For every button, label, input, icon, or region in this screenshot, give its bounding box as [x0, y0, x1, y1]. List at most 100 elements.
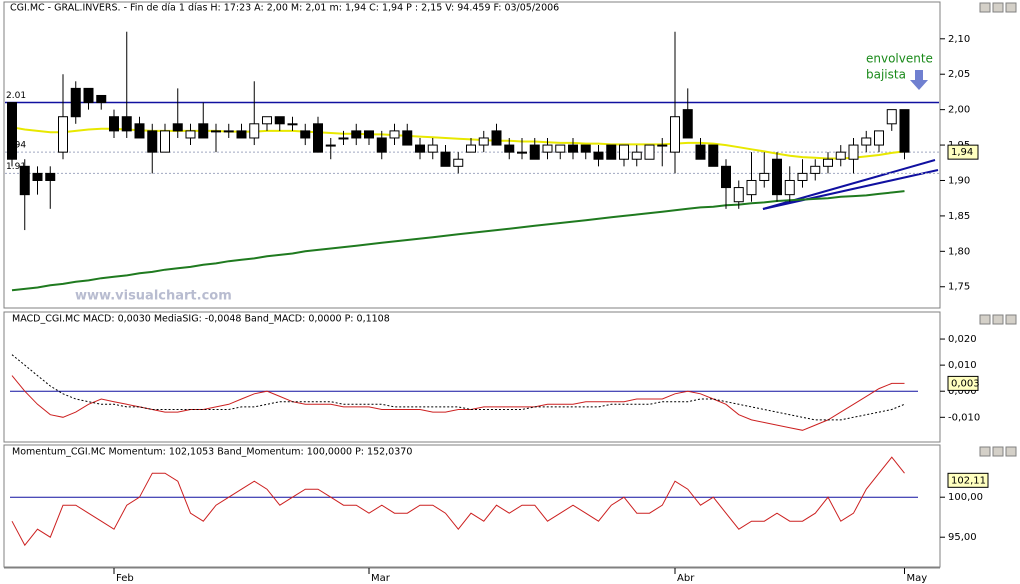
candle-body — [593, 151, 604, 160]
candle-body — [96, 94, 107, 104]
macd-panel — [3, 311, 941, 443]
last-value-box — [947, 144, 979, 160]
trend-line — [762, 169, 939, 210]
candle-body — [147, 130, 158, 153]
y-tick-label: 1,75 — [948, 282, 970, 293]
candle-body — [262, 116, 272, 125]
candle-body — [504, 144, 515, 153]
y-tick-label: 2,00 — [948, 105, 970, 116]
candle-body — [708, 144, 719, 167]
candle-body — [491, 130, 502, 146]
candle-body — [899, 109, 910, 153]
candle-body — [274, 116, 285, 125]
annotation: bajista — [866, 68, 906, 82]
candle-body — [568, 144, 578, 153]
candle-body — [415, 144, 425, 153]
candle-body — [211, 130, 221, 133]
x-tick-label: Feb — [116, 573, 134, 584]
y-tick-label: 0,010 — [948, 360, 977, 371]
y-tick-label: 1,90 — [948, 175, 970, 186]
candle-body — [249, 123, 260, 139]
y-tick-label: 2,05 — [948, 69, 970, 80]
candle-body — [606, 144, 617, 160]
candle-body — [351, 130, 362, 139]
candle-body — [389, 130, 400, 139]
candle-body — [45, 172, 56, 181]
y-tick-label: 100,00 — [948, 492, 983, 503]
candle-body — [325, 144, 336, 147]
candle-body — [580, 144, 591, 153]
y-tick-label: 2,10 — [948, 34, 970, 45]
arrow-icon — [910, 70, 928, 90]
watermark: www.visualchart.com — [75, 289, 232, 304]
y-tick-label: 0,000 — [948, 386, 977, 397]
candle-body — [313, 123, 323, 153]
candle-body — [733, 187, 744, 203]
y-tick-label: 0,020 — [948, 334, 977, 345]
last-value-box — [947, 472, 989, 488]
candle-body — [886, 109, 897, 125]
candle-body — [619, 144, 629, 160]
indicator-line — [11, 456, 905, 547]
candle-body — [32, 172, 43, 181]
candle-body — [83, 87, 94, 104]
candle-body — [236, 130, 247, 139]
candle-body — [542, 144, 553, 153]
candle-body — [721, 165, 731, 189]
last-value-label: 1,94 — [951, 147, 973, 158]
last-value-label: 0,003 — [951, 378, 980, 389]
candle-body — [402, 130, 413, 146]
candle-body — [466, 144, 476, 153]
candle-body — [555, 144, 566, 153]
x-tick-label: May — [907, 573, 928, 584]
window-buttons — [979, 2, 1017, 457]
candle-body — [772, 158, 782, 196]
candle-body — [223, 130, 234, 133]
candle-body — [160, 130, 170, 153]
candle-body — [198, 123, 209, 139]
candle-body — [185, 130, 196, 139]
y-tick-label: 1,80 — [948, 246, 970, 257]
average-line — [11, 190, 905, 292]
y-tick-label: -0,010 — [948, 412, 980, 423]
y-tick-label: 95,00 — [948, 532, 977, 543]
x-tick-label: Abr — [677, 573, 695, 584]
indicator-line — [11, 375, 905, 431]
candle-body — [109, 116, 119, 132]
candle-body — [287, 123, 298, 126]
candle-body — [784, 179, 795, 196]
candle-body — [300, 130, 311, 139]
annotation: envolvente — [866, 52, 933, 66]
level-label: 1.91 — [6, 162, 26, 172]
candle-body — [631, 151, 642, 160]
candle-body — [797, 172, 808, 181]
candle-body — [848, 144, 859, 160]
candle-body — [657, 144, 668, 147]
candle-body — [453, 158, 464, 167]
momentum-panel — [3, 444, 941, 568]
candle-body — [823, 158, 833, 167]
x-tick-label: Mar — [371, 573, 391, 584]
price-panel — [3, 1, 941, 309]
level-label: 2.01 — [6, 91, 26, 101]
y-tick-label: 1,85 — [948, 211, 970, 222]
candle-body — [19, 165, 30, 196]
candle-body — [376, 137, 387, 153]
candle-body — [478, 137, 489, 146]
candle-body — [517, 151, 527, 154]
candle-body — [338, 137, 349, 140]
candle-body — [121, 116, 132, 132]
candle-body — [861, 137, 872, 146]
candle-body — [682, 109, 693, 139]
last-value-box — [947, 375, 979, 391]
candle-body — [58, 116, 68, 153]
candle-body — [529, 144, 540, 160]
candle-body — [746, 179, 757, 196]
candle-body — [172, 123, 183, 132]
momentum-header: Momentum_CGI.MC Momentum: 102,1053 Band_… — [12, 447, 412, 458]
candle-body — [364, 130, 374, 139]
candle-body — [670, 116, 680, 153]
indicator-line — [11, 354, 905, 421]
